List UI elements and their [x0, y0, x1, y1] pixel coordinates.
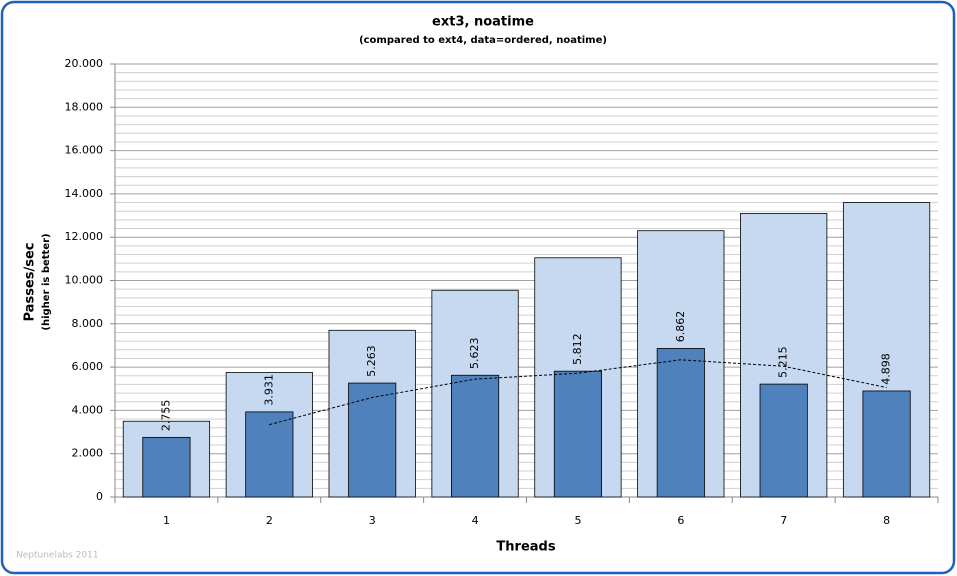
- bar: [553, 370, 602, 498]
- bar: [348, 382, 397, 498]
- x-tick-label: 1: [163, 514, 170, 527]
- bar: [759, 383, 808, 498]
- x-tick-label: 6: [677, 514, 684, 527]
- x-tick-label: 2: [266, 514, 273, 527]
- chart-title: ext3, noatime: [432, 15, 534, 30]
- data-label: 5.812: [571, 333, 584, 365]
- y-tick-label: 20.000: [65, 57, 104, 70]
- bar: [142, 436, 191, 498]
- trendline: [269, 359, 887, 426]
- y-tick-label: 0: [96, 490, 103, 503]
- data-label: 5.215: [777, 346, 790, 378]
- bar: [245, 411, 294, 498]
- data-label: 2.755: [159, 400, 172, 432]
- y-axis-label: Passes/sec: [23, 243, 38, 322]
- y-tick-label: 12.000: [65, 230, 104, 243]
- x-tick-label: 8: [883, 514, 890, 527]
- watermark: Neptunelabs 2011: [16, 551, 99, 561]
- bar: [862, 390, 911, 498]
- x-axis-label: Threads: [496, 540, 555, 555]
- data-label: 3.931: [262, 374, 275, 406]
- y-tick-label: 18.000: [65, 100, 104, 113]
- x-tick-label: 5: [574, 514, 581, 527]
- data-label: 5.263: [365, 345, 378, 377]
- bar: [451, 374, 500, 498]
- y-tick-label: 8.000: [72, 317, 104, 330]
- x-tick-label: 4: [472, 514, 479, 527]
- x-tick-label: 7: [780, 514, 787, 527]
- x-tick-label: 3: [369, 514, 376, 527]
- data-label: 6.862: [674, 311, 687, 343]
- y-tick-label: 14.000: [65, 187, 104, 200]
- data-label: 5.623: [468, 338, 481, 370]
- y-axis-sublabel: (higher is better): [41, 233, 52, 330]
- y-tick-label: 6.000: [72, 360, 104, 373]
- y-tick-label: 16.000: [65, 144, 104, 157]
- y-tick-label: 10.000: [65, 274, 104, 287]
- bar: [656, 348, 705, 498]
- chart-subtitle: (compared to ext4, data=ordered, noatime…: [359, 35, 607, 46]
- y-tick-label: 4.000: [72, 403, 104, 416]
- y-tick-label: 2.000: [72, 447, 104, 460]
- data-label: 4.898: [880, 353, 893, 385]
